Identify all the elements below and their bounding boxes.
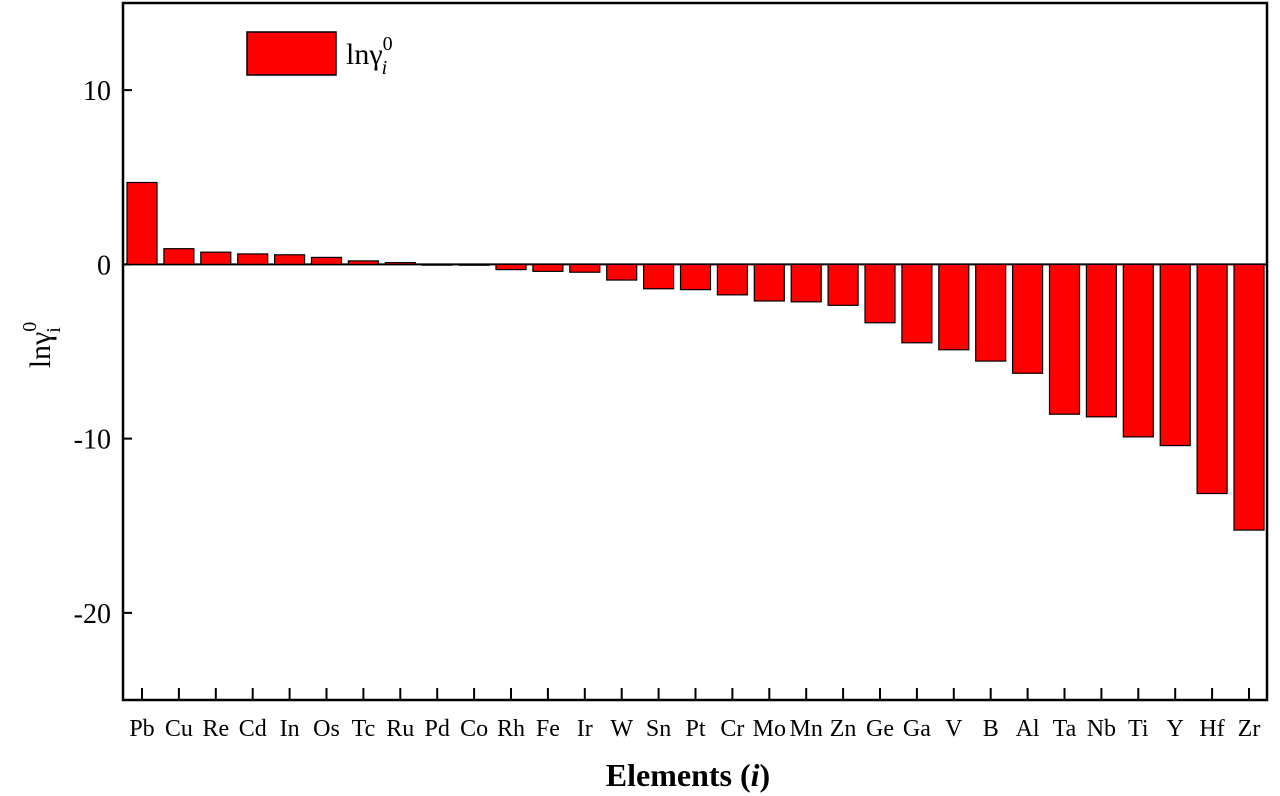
x-tick-label: Mo	[753, 716, 786, 742]
x-tick-label: V	[945, 716, 963, 742]
bar-mo	[753, 263, 785, 302]
x-tick-label: Cu	[165, 716, 193, 742]
x-tick-label: B	[983, 716, 999, 742]
legend-label-main: lnγ	[346, 38, 383, 71]
x-tick-label: Co	[460, 716, 488, 742]
x-tick-label: Nb	[1087, 716, 1116, 742]
bar-cu	[163, 248, 195, 265]
x-tick-label: Ru	[386, 716, 414, 742]
x-tick-label: Os	[313, 716, 340, 742]
x-tick-label: Ga	[903, 716, 931, 742]
bar-v	[938, 263, 970, 351]
y-tick-label: -20	[74, 599, 111, 630]
x-tick-labels: Pb Cu Re Cd In Os Tc Ru Pd Co Rh Fe Ir W Sn Pt Cr Mo Mn Zn G…	[129, 716, 1260, 742]
bar-w	[606, 263, 638, 281]
y-tick-label: 10	[83, 76, 111, 107]
bar-ti	[1122, 263, 1154, 438]
y-axis-title-sup: 0	[19, 322, 41, 332]
x-tick-label: Cd	[239, 716, 267, 742]
bar-sn	[642, 263, 675, 290]
bar-pb	[126, 181, 158, 265]
x-tick-label: Zn	[830, 716, 857, 742]
bar-cr	[716, 263, 749, 296]
x-tick-label: W	[610, 716, 633, 742]
bar-nb	[1085, 263, 1118, 418]
x-tick-label: Y	[1167, 716, 1184, 742]
bar-fe	[532, 263, 564, 272]
x-tick-label: Ti	[1128, 716, 1149, 742]
x-tick-label: Pb	[129, 716, 154, 742]
y-axis-title-main: lnγ	[24, 332, 57, 369]
x-axis-title-var: i	[751, 757, 760, 793]
x-tick-label: Al	[1016, 716, 1040, 742]
x-axis-title: Elements (i)	[606, 757, 770, 793]
bars	[126, 181, 1265, 531]
bar-zr	[1233, 263, 1265, 531]
y-axis-title-sub: i	[43, 327, 65, 333]
bar-ga	[901, 263, 933, 344]
bar-pt	[679, 263, 712, 291]
x-tick-label: Fe	[536, 716, 560, 742]
bar-os	[310, 256, 343, 265]
x-tick-label: Cr	[720, 716, 744, 742]
y-tick-labels: 10 0 -10 -20	[74, 76, 111, 630]
y-tick-label: 0	[97, 250, 111, 281]
x-tick-label: Zr	[1238, 716, 1261, 742]
legend: lnγ0 i	[246, 31, 393, 79]
bar-mn	[790, 263, 822, 303]
bar-re	[200, 251, 232, 265]
bar-zn	[827, 263, 859, 306]
bar-rh	[495, 263, 527, 271]
bar-b	[975, 263, 1007, 362]
x-axis-title-main: Elements	[606, 757, 732, 793]
legend-label-sup: 0	[383, 33, 393, 55]
x-tick-label: Mn	[790, 716, 823, 742]
x-tick-label: Ir	[577, 716, 593, 742]
bar-y	[1159, 263, 1191, 447]
bar-ta	[1048, 263, 1081, 415]
bar-tc	[347, 260, 379, 265]
x-tick-label: Pd	[425, 716, 450, 742]
x-tick-label: Sn	[646, 716, 671, 742]
bar-al	[1011, 263, 1044, 374]
y-tick-label: -10	[74, 425, 111, 456]
bar-co	[458, 263, 490, 266]
x-tick-label: Re	[202, 716, 229, 742]
bar-ru	[384, 262, 416, 265]
axis-ticks	[123, 89, 1250, 700]
legend-label: lnγ0 i	[346, 33, 393, 79]
legend-label-sub: i	[382, 57, 388, 79]
bar-ge	[864, 263, 896, 324]
x-tick-label: In	[280, 716, 300, 742]
bar-in	[274, 254, 306, 265]
y-axis-title: lnγ0 i	[19, 322, 65, 369]
x-tick-label: Tc	[352, 716, 376, 742]
bar-cd	[237, 253, 269, 265]
x-tick-label: Ta	[1053, 716, 1077, 742]
bar-pd	[421, 263, 453, 266]
x-tick-label: Rh	[497, 716, 525, 742]
x-tick-label: Hf	[1199, 716, 1224, 742]
bar-ir	[569, 263, 601, 273]
legend-swatch	[246, 31, 337, 76]
bar-hf	[1196, 263, 1228, 495]
plot-frame	[121, 1, 1269, 702]
x-tick-label: Ge	[866, 716, 894, 742]
x-tick-label: Pt	[685, 716, 705, 742]
